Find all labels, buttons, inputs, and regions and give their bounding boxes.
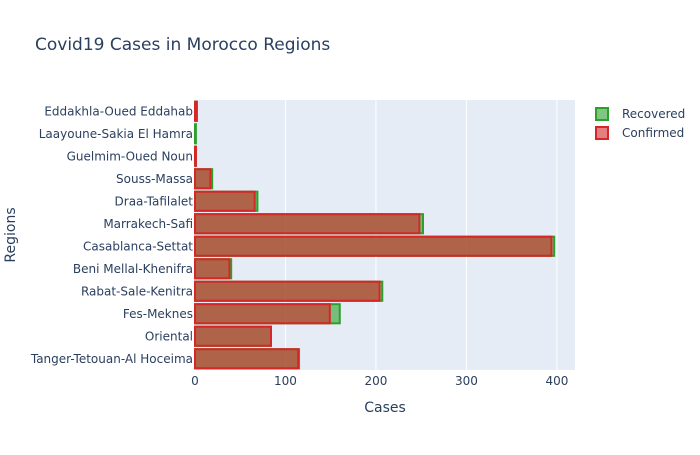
y-tick-label: Souss-Massa [116,172,193,186]
y-tick-label: Draa-Tafilalet [115,194,194,208]
x-tick-label: 400 [545,374,568,388]
legend-label: Confirmed [622,126,684,140]
bar-confirmed[interactable] [194,280,381,302]
bar-confirmed[interactable] [194,213,421,235]
plot-background [195,100,575,370]
y-tick-label: Rabat-Sale-Kenitra [81,284,193,298]
y-tick-label: Marrakech-Safi [103,217,193,231]
bar-confirmed[interactable] [194,145,197,167]
x-tick-label: 100 [274,374,297,388]
x-tick-label: 300 [455,374,478,388]
y-tick-label: Guelmim-Oued Noun [67,149,193,163]
x-tick-label: 200 [364,374,387,388]
legend-item-recovered[interactable]: Recovered [595,107,685,121]
x-tick-labels: 0 100 200 300 400 [191,374,568,388]
bar-confirmed[interactable] [194,190,256,212]
y-tick-label: Fes-Meknes [123,307,193,321]
y-tick-label: Beni Mellal-Khenifra [73,262,193,276]
bar-confirmed[interactable] [194,325,272,347]
bar-confirmed[interactable] [194,235,553,257]
grid-lines [284,100,558,370]
y-tick-label: Laayoune-Sakia El Hamra [39,127,193,141]
bar-confirmed[interactable] [194,348,300,370]
y-tick-label: Oriental [145,329,193,343]
y-tick-label: Tanger-Tetouan-Al Hoceima [30,352,193,366]
x-axis-title: Cases [364,400,406,416]
bar-confirmed[interactable] [194,168,212,190]
legend-item-confirmed[interactable]: Confirmed [595,126,684,140]
y-tick-labels: Tanger-Tetouan-Al Hoceima Oriental Fes-Mek… [30,104,193,366]
chart-title: Covid19 Cases in Morocco Regions [35,35,330,55]
bar-confirmed[interactable] [194,100,198,122]
bar-confirmed[interactable] [194,258,231,280]
y-axis-title: Regions [3,207,19,262]
y-tick-label: Eddakhla-Oued Eddahab [44,104,193,118]
legend-swatch [595,107,609,121]
bars [194,100,556,370]
bar-confirmed[interactable] [194,303,331,325]
legend-label: Recovered [622,107,685,121]
legend-swatch [595,126,609,140]
x-tick-label: 0 [191,374,199,388]
bar-recovered[interactable] [194,123,197,145]
legend[interactable]: Recovered Confirmed [595,107,685,140]
y-tick-label: Casablanca-Settat [83,239,193,253]
